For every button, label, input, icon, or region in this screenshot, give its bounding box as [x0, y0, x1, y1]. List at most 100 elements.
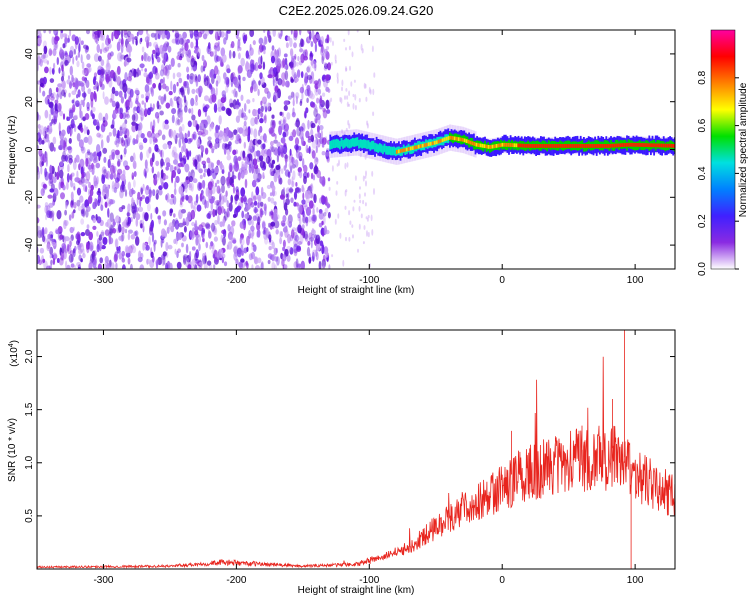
spectrogram-noise-mark — [68, 254, 74, 263]
spectrogram-noise-mark — [242, 130, 247, 137]
spectrogram-noise-mark — [223, 261, 228, 267]
spectrogram-trace-peak — [485, 144, 488, 149]
spectrogram-trace-core — [340, 138, 343, 147]
spectrogram-noise-mark — [270, 197, 275, 204]
spectrogram-noise-mark — [73, 125, 77, 133]
spectrogram-noise-mark — [144, 166, 149, 173]
spectrogram-trace-core — [442, 136, 445, 146]
spectrogram-noise-mark — [250, 117, 256, 127]
spectrogram-noise-mark — [106, 197, 111, 204]
spectrogram-noise-mark — [159, 78, 164, 84]
spectrogram-noise-mark — [261, 96, 267, 105]
spectrogram-noise-mark — [262, 61, 266, 70]
spectrogram-noise-mark — [186, 138, 192, 144]
spectrogram-noise-mark — [186, 150, 190, 161]
spectrogram-noise-mark — [257, 194, 262, 201]
spectrogram-noise-mark — [323, 62, 327, 67]
spectrogram-noise-mark — [96, 152, 100, 157]
spectrogram-noise-mark — [98, 134, 104, 139]
spectrogram-trace-peak — [553, 144, 556, 148]
spectrogram-noise-mark — [309, 93, 315, 100]
spectrogram-noise-mark — [305, 130, 310, 139]
spectrogram-trace-peak — [573, 144, 576, 148]
spectrogram-noise-mark — [341, 86, 343, 92]
spectrogram-noise-mark — [117, 52, 123, 62]
spectrogram-noise-mark — [75, 100, 80, 107]
spectrogram-noise-mark — [214, 200, 218, 206]
spectrogram-noise-mark — [74, 36, 79, 45]
spectrogram-noise-mark — [365, 216, 368, 220]
spectrogram-noise-mark — [262, 221, 266, 231]
colorbar-label: Normalized spectral amplitude — [738, 82, 749, 217]
spectrogram-noise-mark — [163, 219, 167, 226]
spectrogram-noise-mark — [156, 56, 161, 63]
spectrogram-noise-mark — [315, 243, 321, 252]
spectrogram-noise-mark — [66, 146, 72, 151]
spectrogram-noise-mark — [120, 154, 123, 160]
spectrogram-noise-mark — [318, 260, 322, 269]
spectrogram-noise-mark — [320, 227, 324, 235]
spectrogram-trace-core — [332, 139, 335, 149]
spectrogram-noise-mark — [213, 236, 218, 242]
spectrogram-noise-mark — [121, 257, 126, 263]
spectrogram-trace-peak — [629, 142, 631, 147]
spectrogram-trace-core — [335, 138, 338, 148]
spectrogram-noise-mark — [181, 146, 184, 153]
spectrogram-noise-mark — [73, 186, 76, 191]
spectrogram-trace-peak — [581, 144, 584, 148]
spectrogram-trace-peak — [479, 143, 482, 148]
spectrogram-noise-mark — [364, 154, 367, 160]
spectrogram-noise-mark — [197, 31, 203, 38]
spectrogram-noise-mark — [116, 160, 121, 167]
spectrogram-noise-mark — [249, 30, 255, 38]
spectrogram-trace-core — [362, 139, 365, 148]
spectrogram-noise-mark — [216, 44, 221, 52]
spectrogram-noise-mark — [215, 87, 218, 96]
spectrogram-noise-mark — [40, 188, 45, 197]
spectrogram-noise-mark — [58, 169, 64, 179]
spectrogram-noise-mark — [336, 163, 339, 167]
spectrogram-noise-mark — [114, 30, 120, 40]
spectrogram-noise-mark — [251, 232, 254, 240]
spectrogram-noise-mark — [68, 92, 71, 98]
spectrogram-noise-mark — [66, 264, 71, 269]
spectrogram-trace-peak — [417, 144, 420, 149]
spectrogram-noise-mark — [131, 187, 134, 195]
spectrogram-noise-mark — [227, 231, 233, 240]
spectrogram-noise-mark — [262, 229, 266, 235]
spectrogram-noise-mark — [365, 96, 368, 102]
spectrogram-noise-mark — [351, 51, 354, 58]
spectrogram-noise-mark — [164, 175, 169, 180]
spectrogram-noise-mark — [301, 224, 305, 230]
spectrogram-trace-peak — [643, 143, 645, 147]
spectrogram-trace-peak — [641, 143, 643, 147]
spectrogram-noise-mark — [332, 40, 334, 47]
spectrogram-trace-peak — [429, 141, 432, 146]
spectrogram-noise-mark — [64, 248, 68, 254]
spectrogram-noise-mark — [219, 56, 222, 65]
spectrogram-trace-peak — [451, 136, 454, 140]
spectrogram-noise-mark — [118, 90, 123, 98]
spectrogram-noise-mark — [179, 48, 182, 53]
spectrogram-noise-mark — [66, 243, 70, 252]
spectrogram-noise-mark — [230, 194, 233, 204]
spectrogram-noise-mark — [71, 90, 77, 95]
spectrogram-trace-peak — [491, 144, 494, 149]
spectrogram-noise-mark — [159, 110, 164, 116]
spectrogram-noise-mark — [96, 176, 99, 185]
spectrogram-trace-peak — [507, 143, 510, 147]
spectrogram-noise-mark — [150, 32, 156, 38]
spectrogram-noise-mark — [64, 52, 68, 57]
spectrogram-noise-mark — [202, 237, 205, 243]
spectrogram-noise-mark — [248, 145, 251, 152]
spectrogram-noise-mark — [321, 137, 327, 146]
spectrogram-noise-mark — [44, 171, 50, 181]
spectrogram-noise-mark — [223, 37, 227, 45]
spectrogram-noise-mark — [108, 69, 111, 76]
spectrogram-noise-mark — [278, 125, 283, 136]
spectrogram-noise-mark — [214, 54, 219, 63]
spectrogram-noise-mark — [68, 158, 72, 165]
spectrogram-noise-mark — [79, 158, 85, 168]
spectrogram-noise-mark — [67, 75, 71, 80]
spectrogram-y-label: Frequency (Hz) — [7, 116, 18, 185]
